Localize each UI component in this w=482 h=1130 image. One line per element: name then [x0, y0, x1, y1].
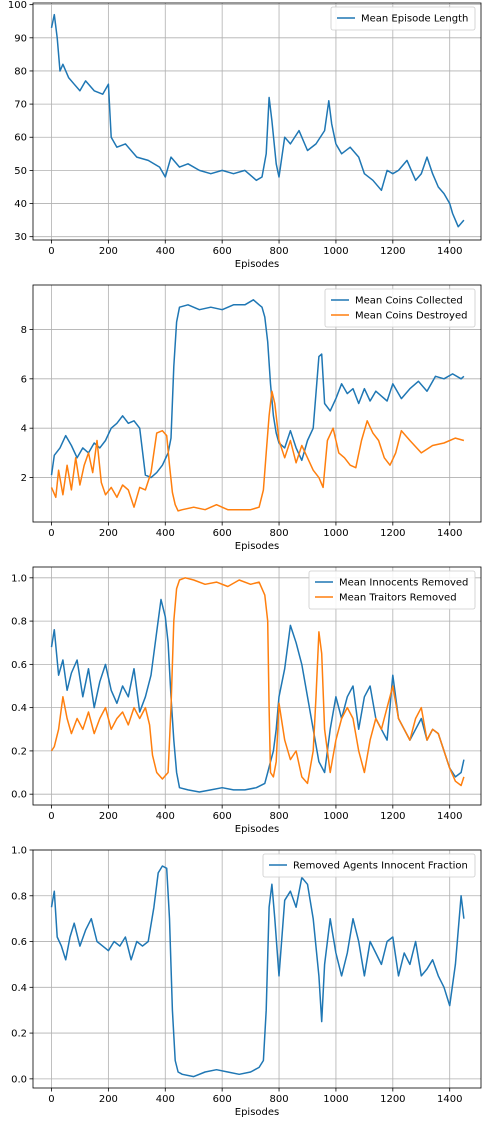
x-tick-label: 800: [269, 246, 288, 257]
x-tick-label: 600: [213, 811, 232, 822]
x-tick-label: 1000: [323, 246, 348, 257]
y-tick-label: 0.4: [11, 703, 27, 714]
legend: Mean Episode Length: [331, 7, 475, 30]
legend-label: Mean Coins Collected: [355, 296, 463, 307]
y-tick-label: 1.0: [11, 573, 27, 584]
x-tick-label: 600: [213, 528, 232, 539]
x-tick-label: 200: [99, 246, 118, 257]
y-tick-label: 8: [21, 325, 27, 336]
y-tick-label: 30: [14, 232, 27, 243]
x-tick-label: 800: [269, 811, 288, 822]
y-tick-label: 4: [21, 424, 27, 435]
legend-label: Mean Traitors Removed: [339, 593, 457, 604]
y-tick-label: 0.8: [11, 617, 27, 628]
x-tick-label: 1400: [437, 811, 462, 822]
x-tick-label: 400: [156, 528, 175, 539]
x-tick-label: 1400: [437, 246, 462, 257]
x-tick-label: 0: [48, 246, 54, 257]
y-tick-label: 0.0: [11, 790, 27, 801]
y-tick-label: 0.2: [11, 1029, 27, 1040]
y-tick-label: 50: [14, 166, 27, 177]
y-tick-label: 0.6: [11, 937, 27, 948]
x-tick-label: 200: [99, 811, 118, 822]
y-tick-label: 80: [14, 66, 27, 77]
x-tick-label: 200: [99, 1094, 118, 1105]
x-axis-label: Episodes: [235, 541, 279, 552]
x-tick-label: 1200: [380, 528, 405, 539]
y-tick-label: 60: [14, 133, 27, 144]
legend-label: Mean Coins Destroyed: [355, 311, 467, 322]
x-tick-label: 1200: [380, 1094, 405, 1105]
y-tick-label: 0.4: [11, 983, 27, 994]
x-tick-label: 400: [156, 811, 175, 822]
y-tick-label: 2: [21, 473, 27, 484]
x-tick-label: 0: [48, 528, 54, 539]
y-tick-label: 0.2: [11, 746, 27, 757]
y-tick-label: 0.6: [11, 660, 27, 671]
x-axis-label: Episodes: [235, 259, 279, 270]
x-tick-label: 0: [48, 811, 54, 822]
x-tick-label: 200: [99, 528, 118, 539]
x-axis-label: Episodes: [235, 1107, 279, 1118]
legend-label: Mean Episode Length: [361, 14, 468, 25]
legend-label: Removed Agents Innocent Fraction: [293, 861, 468, 872]
x-tick-label: 1000: [323, 1094, 348, 1105]
x-tick-label: 800: [269, 528, 288, 539]
legend: Mean Coins Collected Mean Coins Destroyed: [325, 289, 475, 327]
x-tick-label: 1000: [323, 811, 348, 822]
y-tick-label: 6: [21, 374, 27, 385]
x-tick-label: 800: [269, 1094, 288, 1105]
x-tick-label: 600: [213, 1094, 232, 1105]
x-tick-label: 400: [156, 246, 175, 257]
x-tick-label: 400: [156, 1094, 175, 1105]
y-tick-label: 70: [14, 100, 27, 111]
x-tick-label: 600: [213, 246, 232, 257]
y-tick-label: 40: [14, 199, 27, 210]
y-tick-label: 100: [8, 0, 27, 11]
x-tick-label: 1000: [323, 528, 348, 539]
x-tick-label: 0: [48, 1094, 54, 1105]
y-tick-label: 0.0: [11, 1074, 27, 1085]
x-tick-label: 1200: [380, 246, 405, 257]
x-tick-label: 1400: [437, 1094, 462, 1105]
y-tick-label: 0.8: [11, 891, 27, 902]
x-tick-label: 1400: [437, 528, 462, 539]
x-axis-label: Episodes: [235, 824, 279, 835]
x-tick-label: 1200: [380, 811, 405, 822]
legend-label: Mean Innocents Removed: [339, 578, 468, 589]
y-tick-label: 1.0: [11, 846, 27, 857]
y-tick-label: 90: [14, 33, 27, 44]
legend: Mean Innocents Removed Mean Traitors Remo…: [309, 571, 475, 609]
legend: Removed Agents Innocent Fraction: [263, 854, 475, 877]
